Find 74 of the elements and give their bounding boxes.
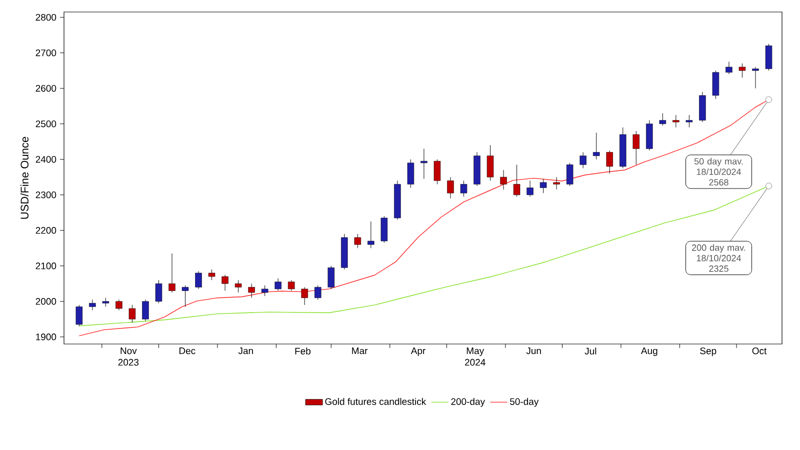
candlestick: [659, 112, 666, 126]
candlestick: [368, 221, 374, 248]
x-tick-label: Jan: [238, 348, 253, 354]
x-tick-label: May 2024: [465, 348, 486, 366]
candlestick: [288, 280, 295, 291]
candlestick: [301, 286, 308, 306]
x-tick-label: Jun: [526, 348, 541, 354]
candlestick: [208, 269, 216, 280]
y-tick-label: 2400: [36, 156, 56, 163]
candlestick: [606, 150, 613, 174]
y-tick-label: 2200: [36, 227, 56, 234]
y-tick-label: 1900: [36, 334, 56, 340]
x-tick-label: Aug: [640, 348, 658, 356]
candlestick: [142, 299, 149, 322]
candlestick: [566, 162, 574, 186]
candlestick: [354, 234, 362, 248]
y-axis-title: USD/Fine Ounce: [20, 136, 29, 219]
candlestick: [553, 176, 560, 190]
candlestick: [765, 44, 772, 71]
x-tick-label: Mar: [352, 348, 368, 354]
candlestick: [460, 180, 468, 197]
candlestick: [380, 216, 388, 244]
candlestick: [328, 266, 334, 290]
candlestick: [222, 274, 228, 291]
candlestick: [712, 70, 720, 100]
candlestick: [128, 304, 136, 323]
candlestick: [116, 299, 122, 311]
candlestick: [738, 63, 746, 78]
legend-label: Gold futures candlestick: [325, 398, 426, 405]
candlestick: [580, 152, 586, 168]
candlestick: [168, 253, 176, 293]
candlestick: [248, 283, 255, 298]
candlestick: [182, 285, 189, 307]
candlestick: [434, 159, 441, 184]
candlestick: [526, 180, 534, 197]
candlestick: [513, 164, 520, 197]
candlestick: [420, 148, 428, 180]
y-tick-label: 2700: [36, 49, 56, 56]
x-tick-label: Oct: [752, 348, 767, 354]
y-tick-label: 2800: [36, 14, 56, 21]
candlestick: [672, 114, 680, 128]
candlestick: [274, 278, 282, 291]
y-tick-label: 2500: [36, 120, 56, 128]
x-tick-label: Sep: [700, 348, 716, 356]
annotation: 50 day mav. 18/10/2024 2568: [694, 158, 743, 186]
y-tick-label: 2300: [36, 191, 56, 198]
candlestick: [726, 61, 732, 74]
candlestick: [195, 270, 202, 290]
x-tick-label: Feb: [295, 348, 310, 354]
candlestick: [261, 285, 268, 296]
candlestick: [314, 285, 322, 300]
candlestick: [632, 130, 640, 165]
x-tick-label: Nov 2023: [118, 348, 139, 366]
candlestick: [486, 144, 494, 181]
x-tick-label: Dec: [179, 348, 196, 354]
candlestick: [540, 178, 547, 194]
candlestick: [407, 159, 414, 188]
candlestick: [155, 280, 162, 304]
candlestick: [447, 176, 454, 199]
annotation: 200 day mav. 18/10/2024 2325: [692, 244, 746, 272]
y-tick-label: 2000: [36, 298, 56, 305]
legend-label: 200-day: [451, 398, 486, 407]
x-tick-label: Apr: [410, 348, 426, 356]
y-tick-label: 2100: [36, 262, 56, 270]
candlestick: [76, 304, 83, 326]
candlestick: [686, 114, 693, 128]
legend-label: 50-day: [510, 398, 539, 407]
candlestick: [234, 280, 242, 293]
y-tick-label: 2600: [36, 84, 56, 92]
candlestick: [752, 66, 759, 89]
candlestick: [89, 299, 96, 311]
x-tick-label: Jul: [584, 348, 596, 354]
candlestick: [500, 170, 507, 190]
candlestick: [592, 132, 600, 160]
